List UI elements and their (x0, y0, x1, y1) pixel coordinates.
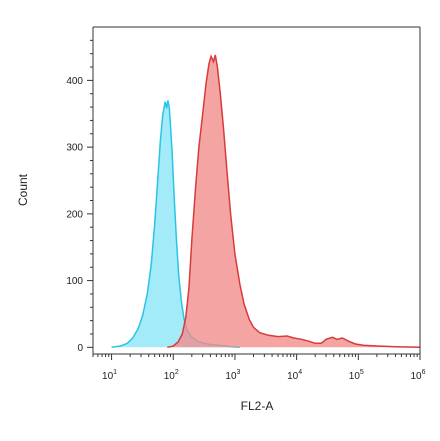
x-tick-label: 101 (102, 369, 117, 382)
x-tick-label: 105 (349, 369, 364, 382)
series-1-area (111, 100, 240, 348)
x-ticks: 101 102 103 104 105 106 (92, 354, 426, 382)
axes-layer (92, 26, 421, 355)
x-tick-exponent: 2 (175, 369, 179, 376)
series-2-line (167, 54, 421, 349)
x-tick-exponent: 6 (422, 369, 426, 376)
x-tick-label: 106 (410, 369, 425, 382)
x-tick-exponent: 5 (360, 369, 364, 376)
y-ticks: 0 100 200 300 400 (66, 39, 93, 354)
x-tick-exponent: 4 (298, 369, 302, 376)
x-tick-base: 10 (102, 371, 114, 382)
y-tick-label: 400 (66, 76, 83, 87)
y-axis-title: Count (16, 173, 30, 206)
y-tick-label: 0 (77, 343, 83, 354)
x-tick-exponent: 3 (237, 369, 241, 376)
x-tick-exponent: 1 (113, 369, 117, 376)
x-tick-base: 10 (287, 371, 299, 382)
y-tick-label: 200 (66, 209, 83, 220)
x-tick-label: 103 (225, 369, 240, 382)
x-tick-base: 10 (225, 371, 237, 382)
series-layer (111, 54, 421, 349)
x-tick-base: 10 (410, 371, 422, 382)
x-tick-base: 10 (349, 371, 361, 382)
series-2-area (167, 55, 420, 348)
y-tick-label: 100 (66, 276, 83, 287)
x-tick-label: 104 (287, 369, 302, 382)
y-tick-label: 300 (66, 143, 83, 154)
x-tick-label: 102 (164, 369, 179, 382)
x-tick-base: 10 (164, 371, 176, 382)
x-axis-title: FL2-A (241, 399, 274, 413)
